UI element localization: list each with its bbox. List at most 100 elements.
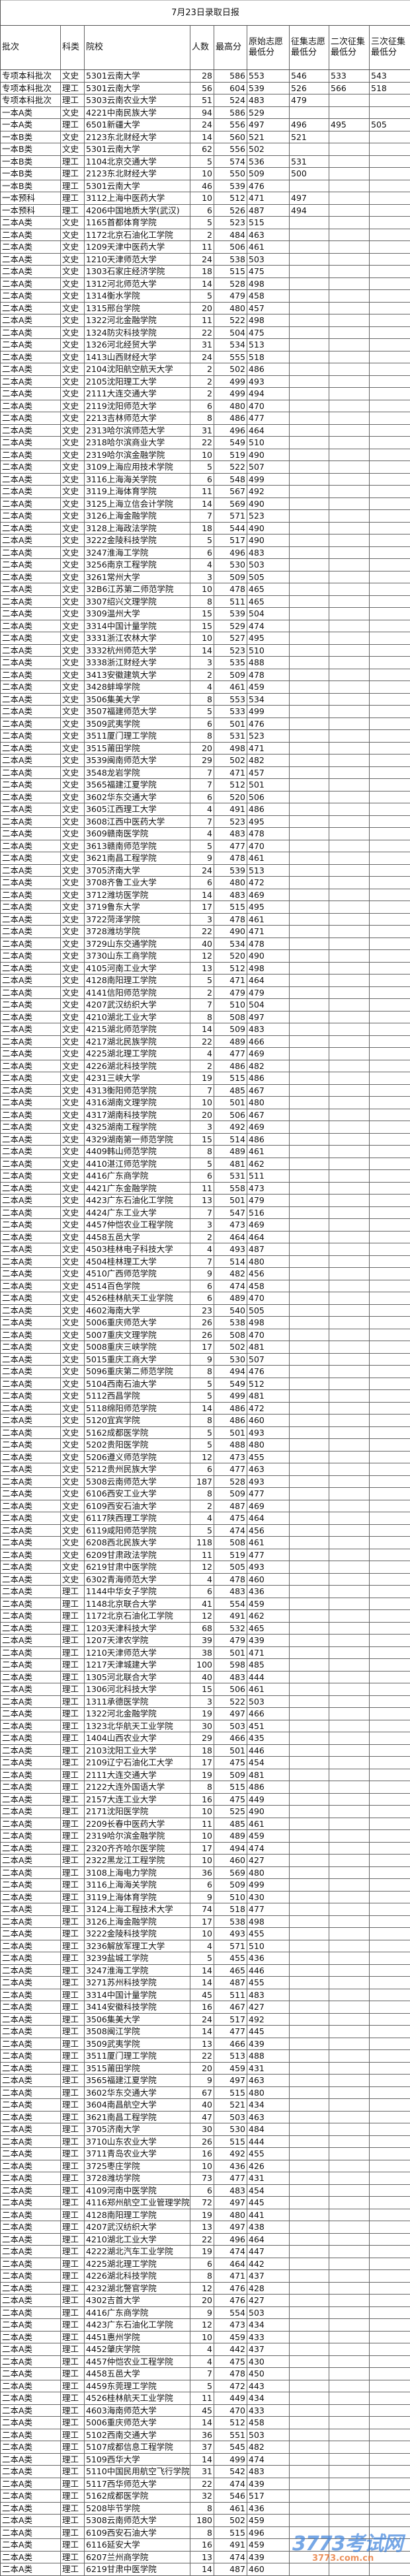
cell-count: 12	[190, 1451, 214, 1463]
cell-original-min: 483	[247, 94, 290, 106]
cell-count: 6	[190, 877, 214, 889]
cell-third-supplement-min	[370, 2515, 410, 2526]
cell-original-min: 439	[247, 2551, 290, 2563]
cell-original-min: 464	[247, 1512, 290, 1524]
cell-second-supplement-min	[329, 1830, 370, 1842]
cell-count: 13	[190, 1195, 214, 1206]
cell-supplement-min	[290, 950, 329, 962]
table-row: 二本A类 理工 4459东莞理工学院 5 472 443	[1, 2380, 410, 2392]
cell-supplement-min	[290, 1475, 329, 1487]
table-row: 二本A类 理工 3124上海工程技术大学 74 518 477	[1, 1903, 410, 1916]
cell-third-supplement-min	[370, 107, 410, 119]
cell-third-supplement-min	[370, 1806, 410, 1818]
cell-supplement-min	[290, 681, 329, 693]
cell-second-supplement-min	[329, 2343, 370, 2355]
cell-supplement-min	[290, 595, 329, 607]
cell-subject: 理工	[61, 2331, 85, 2343]
cell-max-score: 501	[214, 1744, 247, 1756]
cell-third-supplement-min	[370, 1378, 410, 1390]
cell-batch: 二本A类	[1, 901, 61, 913]
cell-original-min: 454	[247, 2184, 290, 2196]
cell-second-supplement-min	[329, 534, 370, 546]
cell-supplement-min	[290, 2502, 329, 2514]
cell-max-score: 546	[214, 2490, 247, 2502]
cell-second-supplement-min	[329, 1561, 370, 1573]
cell-school: 3719鲁东大学	[85, 901, 190, 913]
cell-count: 29	[190, 1732, 214, 1744]
cell-original-min: 481	[247, 1390, 290, 1402]
cell-original-min: 427	[247, 2001, 290, 2013]
table-row: 二本A类 文史 2105沈阳理工大学 2 499 493	[1, 375, 410, 388]
cell-batch: 二本A类	[1, 424, 61, 436]
cell-subject: 文史	[61, 339, 85, 351]
cell-batch: 二本A类	[1, 2490, 61, 2502]
cell-batch: 二本A类	[1, 1683, 61, 1695]
cell-original-min: 434	[247, 2099, 290, 2111]
table-row: 二本A类 理工 5208毕节学院 8 461 436	[1, 2502, 410, 2515]
cell-subject: 理工	[61, 2355, 85, 2367]
cell-subject: 理工	[61, 1866, 85, 1878]
cell-subject: 文史	[61, 1023, 85, 1035]
cell-second-supplement-min	[329, 277, 370, 289]
cell-count: 7	[190, 1084, 214, 1096]
cell-count: 12	[190, 2282, 214, 2294]
cell-max-score: 515	[214, 2526, 247, 2538]
cell-max-score: 477	[214, 1463, 247, 1475]
cell-max-score: 490	[214, 926, 247, 938]
cell-count: 4	[190, 1243, 214, 1255]
cell-second-supplement-min	[329, 339, 370, 351]
cell-batch: 二本A类	[1, 1317, 61, 1329]
table-row: 二本A类 理工 6207兰州商学院 13 474 439	[1, 2551, 410, 2563]
cell-second-supplement-min	[329, 2478, 370, 2489]
cell-subject: 文史	[61, 1500, 85, 1512]
cell-count: 5	[190, 1378, 214, 1389]
table-row: 二本A类 理工 5162成都医学院 32 546 517	[1, 2490, 410, 2503]
cell-original-min: 477	[247, 412, 290, 424]
cell-supplement-min	[290, 2417, 329, 2429]
cell-batch: 二本A类	[1, 1292, 61, 1304]
cell-original-min: 505	[247, 571, 290, 583]
cell-third-supplement-min	[370, 1867, 410, 1879]
cell-subject: 文史	[61, 1451, 85, 1463]
cell-school: 3119上海体育学院	[85, 1891, 190, 1903]
cell-subject: 文史	[61, 1133, 85, 1145]
table-row: 二本A类 文史 2111大连交通大学 2 499 494	[1, 388, 410, 400]
table-row: 二本A类 文史 3605江西理工大学 4 491 486	[1, 803, 410, 816]
cell-original-min: 462	[247, 1158, 290, 1169]
cell-supplement-min	[290, 1097, 329, 1109]
cell-max-score: 524	[214, 94, 247, 106]
cell-second-supplement-min	[329, 2282, 370, 2294]
cell-batch: 二本A类	[1, 1855, 61, 1866]
cell-count: 15	[190, 608, 214, 620]
cell-supplement-min	[290, 1182, 329, 1194]
cell-school: 3728潍坊学院	[85, 926, 190, 938]
cell-count: 17	[190, 901, 214, 913]
cell-max-score: 478	[214, 2368, 247, 2380]
cell-batch: 二本A类	[1, 400, 61, 412]
table-row: 二本A类 理工 3515莆田学院 20 459 431	[1, 2062, 410, 2075]
cell-max-score: 476	[214, 2282, 247, 2294]
cell-supplement-min: 496	[290, 119, 329, 131]
cell-max-score: 521	[214, 2099, 247, 2111]
cell-batch: 二本A类	[1, 363, 61, 375]
cell-batch: 二本A类	[1, 1158, 61, 1169]
cell-supplement-min	[290, 840, 329, 852]
table-row: 二本A类 理工 5308云南师范大学 180 502 459	[1, 2515, 410, 2527]
cell-third-supplement-min	[370, 2197, 410, 2209]
table-row: 二本A类 文史 5104西南石油大学 5 549 512	[1, 1378, 410, 1390]
cell-max-score: 461	[214, 681, 247, 693]
cell-second-supplement-min	[329, 2270, 370, 2282]
cell-subject: 理工	[61, 1622, 85, 1634]
cell-second-supplement-min	[329, 1549, 370, 1561]
cell-subject: 理工	[61, 2050, 85, 2062]
cell-batch: 二本A类	[1, 1891, 61, 1903]
cell-subject: 理工	[61, 2282, 85, 2294]
cell-subject: 文史	[61, 106, 85, 118]
cell-third-supplement-min	[370, 950, 410, 962]
cell-batch: 二本A类	[1, 2038, 61, 2049]
cell-second-supplement-min	[329, 1023, 370, 1035]
cell-batch: 二本A类	[1, 681, 61, 693]
cell-school: 3605江西理工大学	[85, 803, 190, 815]
cell-count: 16	[190, 2539, 214, 2551]
table-row: 二本A类 文史 4504桂林理工大学 7 514 480	[1, 1255, 410, 1268]
